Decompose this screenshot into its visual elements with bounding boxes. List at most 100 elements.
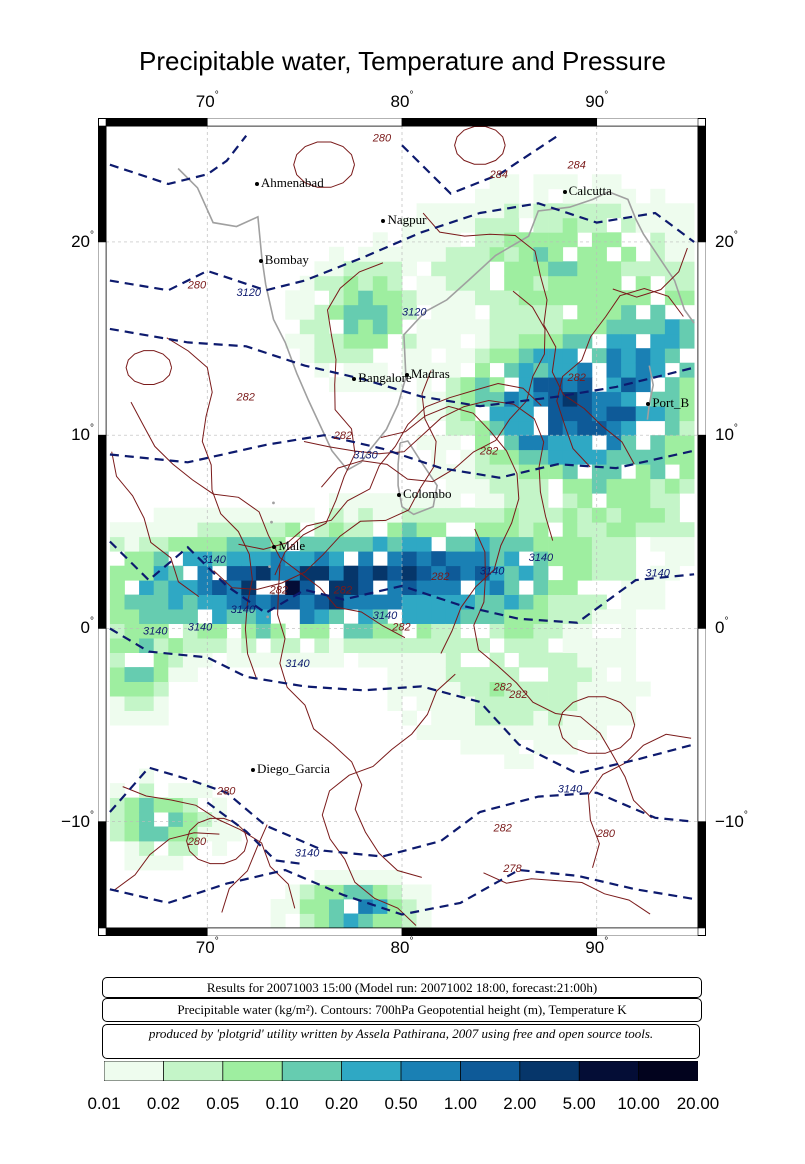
precip-cell — [212, 623, 228, 639]
precip-cell — [431, 638, 447, 653]
precip-cell — [387, 696, 403, 711]
legend-label: 0.50 — [384, 1094, 418, 1113]
precip-cell — [372, 609, 388, 624]
precip-cell — [460, 348, 476, 364]
contour-label: 282 — [333, 430, 352, 442]
precip-cell — [168, 522, 184, 538]
precip-cell — [299, 652, 315, 668]
precip-cell — [664, 377, 680, 393]
precip-cell — [548, 333, 564, 349]
precip-cell — [650, 319, 666, 335]
precip-cell — [591, 246, 607, 262]
precip-cell — [314, 333, 330, 349]
precip-cell — [504, 362, 520, 378]
precip-cell — [679, 478, 695, 494]
precip-cell — [591, 420, 607, 436]
precip-cell — [475, 536, 490, 552]
precip-cell — [650, 232, 666, 248]
precip-cell — [299, 609, 315, 624]
precip-cell — [621, 565, 637, 581]
precip-cell — [109, 565, 125, 581]
precip-cell — [577, 652, 593, 668]
precip-cell — [329, 638, 344, 653]
precip-cell — [212, 609, 228, 624]
precip-cell — [664, 420, 680, 436]
lon-label-bottom: 70° — [195, 936, 219, 957]
precip-cell — [504, 261, 520, 277]
precip-cell — [153, 507, 169, 523]
precip-cell — [372, 333, 388, 349]
precip-cell — [577, 522, 593, 538]
precip-cell — [679, 551, 695, 567]
precip-cell — [621, 333, 637, 349]
precip-cell — [591, 304, 607, 320]
precip-cell — [679, 420, 695, 436]
precip-cell — [679, 232, 695, 248]
precip-cell — [226, 551, 242, 567]
precip-cell — [139, 580, 155, 595]
precip-cell — [445, 217, 461, 233]
precip-cell — [664, 435, 680, 451]
precip-cell — [372, 304, 388, 320]
precip-cell — [591, 565, 607, 581]
contour-label: 3140 — [231, 604, 256, 616]
precip-cell — [621, 667, 637, 682]
precip-cell — [168, 826, 184, 842]
precip-cell — [168, 812, 184, 827]
legend-label: 5.00 — [562, 1094, 596, 1113]
precip-cell — [182, 841, 198, 856]
precip-cell — [548, 246, 564, 262]
precip-cell — [679, 290, 695, 306]
precip-cell — [139, 681, 155, 697]
precip-cell — [518, 420, 534, 436]
precip-cell — [460, 304, 476, 320]
precip-cell — [635, 261, 651, 277]
precip-cell — [504, 435, 520, 451]
precip-cell — [445, 290, 461, 306]
precip-cell — [387, 319, 403, 335]
precip-cell — [518, 290, 534, 306]
lat-value: 20 — [715, 231, 734, 251]
precip-cell — [226, 652, 242, 668]
precip-cell — [270, 507, 286, 523]
precip-cell — [226, 536, 242, 552]
lat-value: 10 — [71, 425, 90, 445]
precip-cell — [270, 551, 286, 567]
precip-cell — [635, 464, 651, 480]
legend-label: 10.00 — [617, 1094, 660, 1113]
precip-cell — [358, 304, 374, 320]
precip-cell — [431, 449, 447, 465]
precip-cell — [124, 551, 140, 567]
precip-cell — [402, 565, 417, 581]
precip-cell — [533, 609, 549, 624]
precip-cell — [431, 667, 447, 682]
precip-cell — [460, 536, 476, 552]
precip-cell — [489, 478, 505, 494]
precip-cell — [182, 797, 198, 813]
precip-cell — [577, 420, 593, 436]
precip-cell — [168, 536, 184, 552]
precip-cell — [372, 290, 388, 306]
precip-cell — [124, 681, 140, 697]
precip-cell — [431, 609, 447, 624]
precip-cell — [504, 710, 520, 726]
city-marker: Diego_Garcia — [251, 761, 330, 777]
height-contour — [109, 135, 248, 186]
precip-cell — [431, 522, 447, 538]
precip-cell — [562, 464, 578, 480]
precip-cell — [591, 536, 607, 552]
precip-cell — [314, 638, 330, 653]
precip-cell — [402, 913, 417, 929]
precip-cell — [489, 594, 505, 610]
height-contour — [109, 868, 695, 916]
lon-value: 80 — [390, 938, 410, 957]
precip-cell — [489, 667, 505, 682]
precip-cell — [124, 638, 140, 653]
precip-cell — [329, 884, 344, 900]
precip-cell — [635, 522, 651, 538]
precip-cell — [387, 638, 403, 653]
precip-cell — [343, 623, 359, 639]
precip-cell — [197, 783, 213, 798]
precip-cell — [518, 232, 534, 248]
precip-cell — [358, 261, 374, 277]
